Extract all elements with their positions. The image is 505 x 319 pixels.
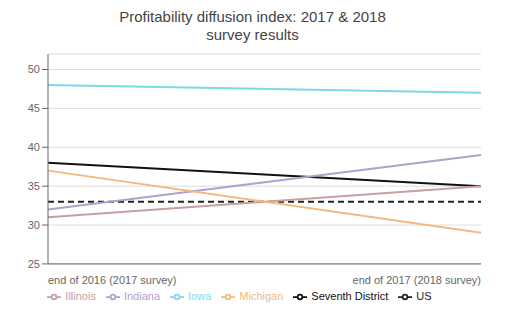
html-text:Indiana: Indiana (123, 289, 160, 302)
html-text:US: US (416, 289, 432, 302)
svg-text:45: 45 (28, 102, 40, 114)
svg-text:40: 40 (28, 141, 40, 153)
svg-text:25: 25 (28, 258, 40, 270)
svg-text:50: 50 (28, 63, 40, 75)
svg-text:end of 2017 (2018 survey): end of 2017 (2018 survey) (353, 274, 481, 286)
html-text:Illinois: Illinois (65, 289, 96, 302)
html-text:Profitability diffusion index:: Profitability diffusion index: 2017 & 20… (119, 8, 386, 25)
html-text:Iowa: Iowa (188, 289, 212, 302)
html-text:survey results: survey results (206, 26, 299, 43)
html-text:Seventh District: Seventh District (311, 289, 389, 302)
svg-text:35: 35 (28, 180, 40, 192)
svg-text:30: 30 (28, 219, 40, 231)
svg-text:end of 2016 (2017 survey): end of 2016 (2017 survey) (48, 274, 176, 286)
html-text:Michigan: Michigan (239, 289, 284, 302)
